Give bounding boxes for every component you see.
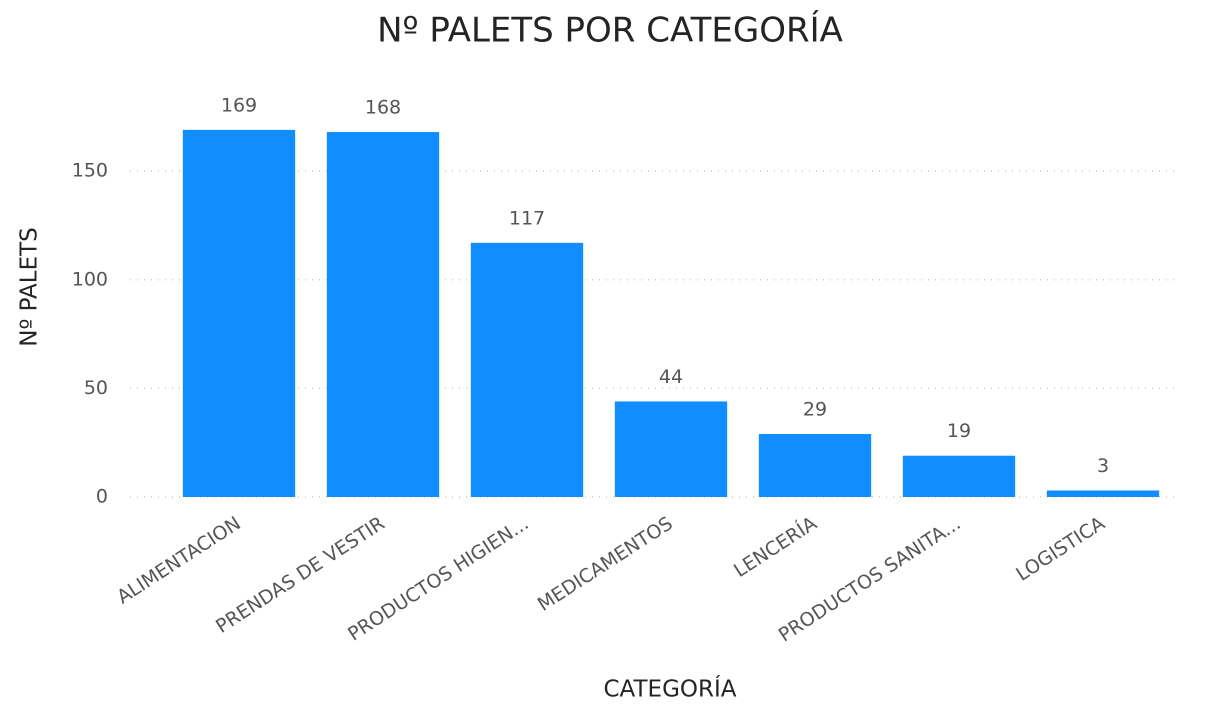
data-label: 169 — [221, 94, 257, 116]
chart-title: Nº PALETS POR CATEGORÍA — [377, 10, 843, 51]
y-axis-label: Nº PALETS — [17, 227, 43, 346]
y-tick-label: 0 — [96, 486, 108, 508]
bar — [326, 132, 440, 498]
bar — [902, 455, 1016, 497]
data-label: 117 — [509, 207, 545, 229]
bar — [758, 434, 872, 497]
x-tick-label: LOGISTICA — [1012, 512, 1108, 585]
data-label: 44 — [659, 366, 683, 388]
bar — [182, 129, 296, 497]
bar — [470, 242, 584, 497]
data-label: 3 — [1097, 455, 1109, 477]
y-tick-label: 150 — [72, 160, 108, 182]
y-tick-label: 100 — [72, 268, 108, 290]
y-tick-label: 50 — [84, 377, 108, 399]
data-label: 168 — [365, 97, 401, 119]
x-axis-label: CATEGORÍA — [603, 675, 736, 703]
x-tick-label: ALIMENTACION — [113, 512, 245, 608]
bar — [1046, 490, 1160, 497]
data-label: 19 — [947, 420, 971, 442]
data-label: 29 — [803, 399, 827, 421]
x-tick-label: LENCERÍA — [729, 512, 820, 582]
x-tick-label: MEDICAMENTOS — [534, 512, 677, 615]
bar — [614, 401, 728, 497]
